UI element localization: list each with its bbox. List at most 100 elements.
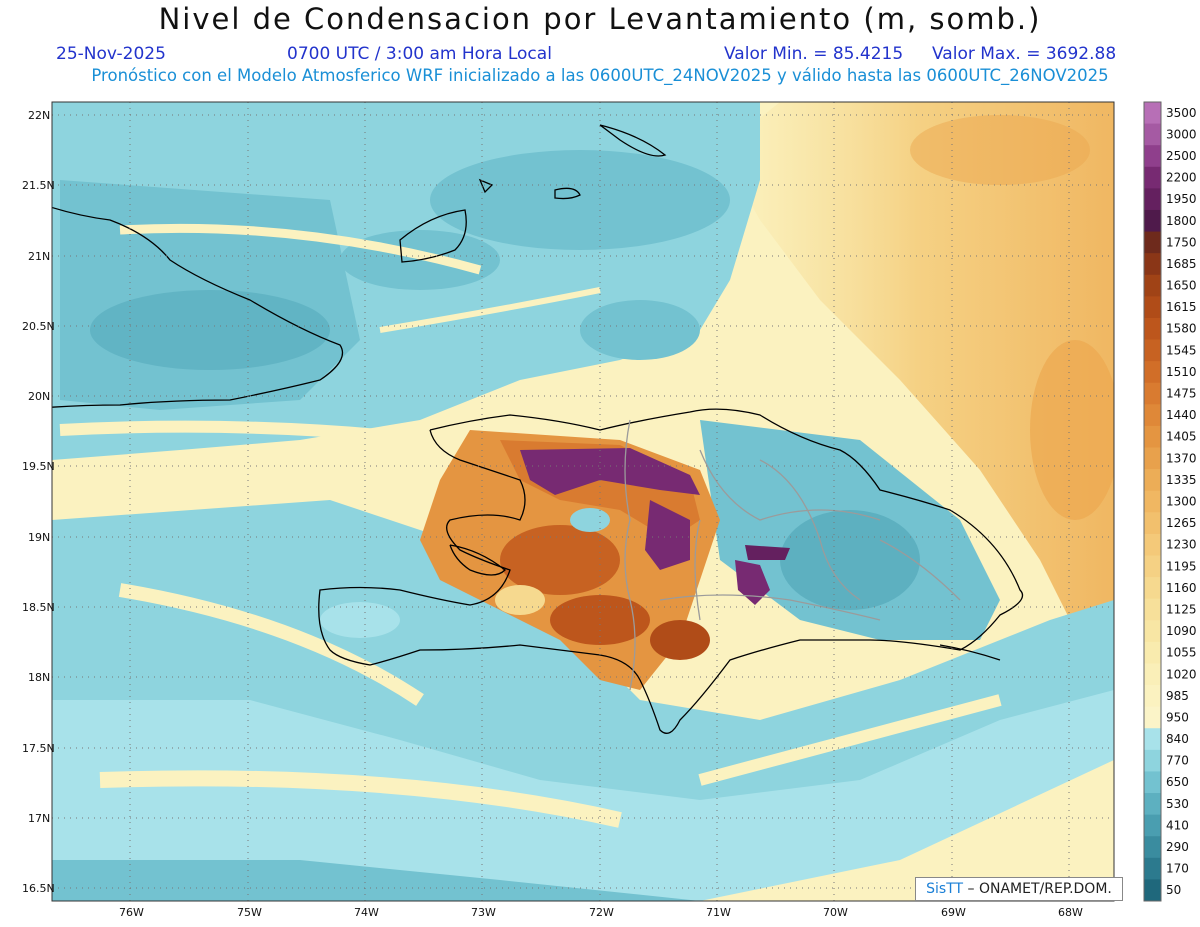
colorbar-swatch	[1144, 339, 1161, 362]
colorbar-label: 530	[1166, 797, 1189, 811]
colorbar-label: 1265	[1166, 516, 1197, 530]
colorbar-label: 1300	[1166, 495, 1197, 509]
colorbar-label: 1370	[1166, 451, 1197, 465]
colorbar-swatch	[1144, 296, 1161, 319]
colorbar-label: 1950	[1166, 192, 1197, 206]
lat-axis: 22N 21.5N 21N 20.5N 20N 19.5N 19N 18.5N …	[22, 109, 55, 895]
colorbar-swatch	[1144, 728, 1161, 751]
colorbar-swatch	[1144, 836, 1161, 859]
lat-label: 16.5N	[22, 882, 55, 895]
lon-label: 74W	[354, 906, 379, 919]
colorbar-label: 1800	[1166, 214, 1197, 228]
colorbar-label: 170	[1166, 862, 1189, 876]
colorbar-swatch	[1144, 209, 1161, 233]
colorbar-label: 1160	[1166, 581, 1197, 595]
colorbar-label: 3000	[1166, 127, 1197, 141]
lon-label: 70W	[823, 906, 848, 919]
min-value: Valor Min. = 85.4215	[724, 44, 904, 64]
colorbar-label: 1090	[1166, 624, 1197, 638]
lat-label: 17N	[28, 812, 50, 825]
colorbar-swatch	[1144, 123, 1161, 146]
colorbar-swatch	[1144, 145, 1161, 168]
colorbar-swatch	[1144, 188, 1161, 211]
colorbar-swatch	[1144, 317, 1161, 341]
colorbar-swatch	[1144, 771, 1161, 794]
credit-box: SisTT – ONAMET/REP.DOM.	[915, 877, 1123, 901]
lon-axis: 76W 75W 74W 73W 72W 71W 70W 69W 68W	[119, 906, 1083, 919]
colorbar-label: 1685	[1166, 257, 1197, 271]
colorbar-swatch	[1144, 598, 1161, 621]
lat-label: 19.5N	[22, 460, 55, 473]
lon-label: 71W	[706, 906, 731, 919]
lon-label: 75W	[237, 906, 262, 919]
colorbar-swatch	[1144, 231, 1161, 254]
colorbar-swatch	[1144, 102, 1161, 125]
colorbar-swatch	[1144, 469, 1161, 492]
lon-label: 73W	[471, 906, 496, 919]
colorbar-swatch	[1144, 706, 1161, 729]
colorbar-label: 985	[1166, 689, 1189, 703]
colorbar-swatch	[1144, 166, 1161, 189]
colorbar-frame	[1143, 101, 1162, 902]
colorbar-swatch	[1144, 663, 1161, 686]
colorbar-swatch	[1144, 620, 1161, 643]
max-value: Valor Max. = 3692.88	[932, 44, 1117, 64]
lat-label: 17.5N	[22, 742, 55, 755]
colorbar-label: 770	[1166, 754, 1189, 768]
forecast-date: 25-Nov-2025	[56, 44, 166, 64]
colorbar-label: 1055	[1166, 646, 1197, 660]
colorbar-label: 1125	[1166, 602, 1197, 616]
colorbar-swatch	[1144, 685, 1161, 708]
forecast-time: 0700 UTC / 3:00 am Hora Local	[287, 44, 552, 64]
province-borders	[624, 419, 961, 691]
colorbar-swatch	[1144, 555, 1161, 578]
lat-label: 21N	[28, 250, 50, 263]
lon-label: 72W	[589, 906, 614, 919]
map-title: Nivel de Condensacion por Levantamiento …	[158, 2, 1042, 36]
colorbar-label: 1335	[1166, 473, 1197, 487]
colorbar-label: 2200	[1166, 171, 1197, 185]
colorbar-label: 1510	[1166, 365, 1197, 379]
colorbar-label: 1440	[1166, 408, 1197, 422]
colorbar-swatch	[1144, 793, 1161, 816]
colorbar-label: 1195	[1166, 559, 1197, 573]
colorbar-swatch	[1144, 382, 1161, 405]
colorbar-swatch	[1144, 361, 1161, 384]
colorbar-label: 1750	[1166, 235, 1197, 249]
colorbar-swatch	[1144, 490, 1161, 513]
colorbar-swatch	[1144, 274, 1161, 297]
colorbar-swatch	[1144, 749, 1161, 772]
colorbar-label: 950	[1166, 710, 1189, 724]
colorbar-swatch	[1144, 404, 1161, 427]
colorbar-label: 650	[1166, 775, 1189, 789]
colorbar-label: 1545	[1166, 343, 1197, 357]
colorbar-label: 410	[1166, 818, 1189, 832]
colorbar-label: 290	[1166, 840, 1189, 854]
lat-label: 20.5N	[22, 320, 55, 333]
colorbar-label: 1580	[1166, 322, 1197, 336]
map-frame	[51, 101, 1115, 902]
colorbar-swatch	[1144, 641, 1161, 664]
coastlines	[52, 124, 1024, 734]
lat-label: 20N	[28, 390, 50, 403]
colorbar-label: 1615	[1166, 300, 1197, 314]
colorbar-label: 50	[1166, 883, 1181, 897]
colorbar-swatch	[1144, 512, 1161, 535]
sistt-logo: SisTT	[926, 881, 964, 897]
lat-label: 18.5N	[22, 601, 55, 614]
colorbar-swatch	[1144, 814, 1161, 837]
model-subtitle: Pronóstico con el Modelo Atmosferico WRF…	[91, 66, 1109, 85]
colorbar-label: 1475	[1166, 387, 1197, 401]
lat-label: 19N	[28, 531, 50, 544]
colorbar-label: 2500	[1166, 149, 1197, 163]
lon-label: 76W	[119, 906, 144, 919]
colorbar-swatch	[1144, 879, 1161, 902]
colorbar-swatch	[1144, 425, 1161, 449]
colorbar-label: 3500	[1166, 106, 1197, 120]
colorbar-swatch	[1144, 253, 1161, 276]
colorbar-swatch	[1144, 577, 1161, 600]
colorbar: 3500 3000 2500 2200 1950 1800 1750 1685 1650 1615…	[1143, 101, 1197, 902]
lon-label: 68W	[1058, 906, 1083, 919]
lon-label: 69W	[941, 906, 966, 919]
lat-label: 21.5N	[22, 179, 55, 192]
